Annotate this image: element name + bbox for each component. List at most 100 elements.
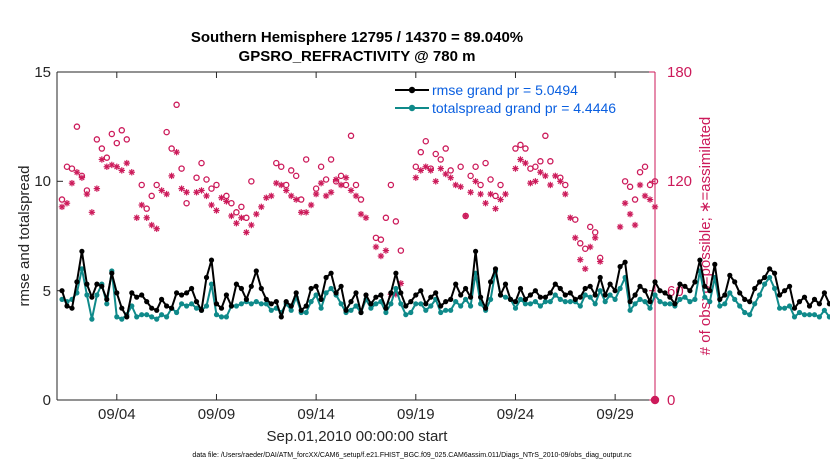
plot-area (56, 71, 656, 401)
totalspread-point (468, 303, 474, 309)
rmse-point (343, 307, 349, 313)
totalspread-point (657, 299, 663, 305)
obs-assimilated-point (263, 194, 270, 201)
rmse-point (298, 307, 304, 313)
rmse-point (139, 292, 145, 298)
obs-assimilated-point (492, 205, 499, 212)
rmse-point (517, 285, 524, 292)
totalspread-point (722, 301, 728, 307)
y-tick-label: 5 (43, 283, 51, 300)
obs-assimilated-point (352, 192, 360, 200)
obs-assimilated-point (108, 161, 116, 169)
obs-possible-point (277, 163, 285, 171)
obs-assimilated-point (472, 178, 479, 185)
obs-assimilated-point (83, 190, 91, 198)
totalspread-point (791, 314, 798, 320)
rmse-point (373, 294, 379, 300)
obs-assimilated-point (213, 207, 220, 214)
totalspread-point (627, 307, 633, 313)
rmse-point (617, 264, 623, 270)
obs-assimilated-point (307, 201, 315, 209)
obs-possible-point (287, 167, 295, 174)
obs-assimilated-point (621, 200, 629, 207)
y-axis-left: 0 5 10 15 (34, 64, 63, 409)
obs-assimilated-point (377, 252, 385, 260)
chart-subtitle: GPSRO_REFRACTIVITY @ 780 m (239, 48, 476, 65)
rmse-point (507, 296, 514, 302)
totalspread-point (562, 299, 568, 305)
obs-assimilated-point (113, 163, 120, 170)
legend-label-rmse: rmse grand pr = 5.0494 (432, 82, 578, 98)
rmse-point (732, 279, 738, 285)
obs-possible-point (108, 130, 116, 138)
rmse-point (806, 303, 813, 309)
totalspread-point (557, 296, 563, 302)
obs-possible-point (123, 136, 131, 143)
rmse-point (463, 285, 469, 292)
obs-assimilated-point (158, 187, 165, 194)
totalspread-point (398, 301, 404, 307)
y-tick-label: 10 (34, 173, 51, 190)
rmse-point (358, 309, 364, 316)
obs-assimilated-point (183, 189, 190, 196)
totalspread-point (223, 314, 229, 320)
rmse-point (393, 270, 399, 276)
obs-assimilated-point (447, 174, 454, 181)
x-tick-label: 09/09 (198, 406, 236, 423)
totalspread-point (84, 292, 90, 298)
obs-assimilated-point (616, 223, 624, 231)
obs-possible-point (636, 168, 644, 176)
y-axis-label-right: # of obs: o=possible; ∗=assimilated (697, 117, 714, 356)
obs-possible-point (641, 163, 649, 171)
totalspread-point (772, 285, 778, 292)
obs-assimilated-point (636, 181, 644, 189)
rmse-point (109, 270, 115, 276)
obs-assimilated-point (362, 214, 370, 221)
obs-assimilated-point (547, 181, 554, 189)
y-tick-label-right: 120 (667, 173, 692, 190)
totalspread-point (757, 292, 763, 298)
rmse-point (398, 290, 404, 296)
rmse-point (218, 305, 225, 311)
totalspread-point (527, 301, 534, 307)
totalspread-point (413, 301, 419, 307)
totalspread-point (208, 281, 215, 287)
obs-assimilated-point (527, 179, 534, 187)
rmse-point (383, 305, 389, 311)
obs-possible-point (238, 203, 245, 211)
rmse-point (537, 294, 544, 300)
totalspread-point (174, 309, 180, 316)
obs-assimilated-point (288, 192, 295, 200)
obs-assimilated-point (148, 221, 155, 229)
obs-assimilated-point (302, 209, 310, 216)
obs-possible-point (233, 209, 240, 216)
rmse-point (782, 288, 788, 294)
obs-assimilated-point (572, 234, 579, 242)
totalspread-point (652, 292, 658, 298)
totalspread-point (777, 305, 783, 311)
obs-possible-point (113, 139, 121, 147)
obs-possible-point (352, 181, 360, 189)
obs-possible-point (517, 141, 524, 149)
obs-assimilated-point (138, 201, 145, 209)
rmse-point (816, 301, 823, 307)
obs-possible-point (472, 163, 479, 171)
obs-assimilated-point (567, 214, 574, 221)
obs-possible-point (562, 181, 569, 189)
obs-assimilated-point (537, 169, 544, 176)
obs-possible-point (58, 196, 66, 203)
rmse-point (717, 296, 723, 302)
totalspread-point (388, 301, 394, 307)
rmse-point (303, 303, 309, 309)
obs-assimilated-point (233, 220, 240, 227)
totalspread-point (408, 309, 414, 316)
obs-assimilated-point (467, 189, 474, 196)
obs-possible-point (248, 178, 255, 185)
rmse-point (527, 292, 534, 298)
rmse-point (542, 294, 549, 300)
rmse-point (268, 301, 274, 307)
totalspread-point (662, 301, 668, 307)
totalspread-point (353, 303, 359, 309)
rmse-point (413, 292, 419, 298)
obs-assimilated-point (487, 190, 494, 198)
